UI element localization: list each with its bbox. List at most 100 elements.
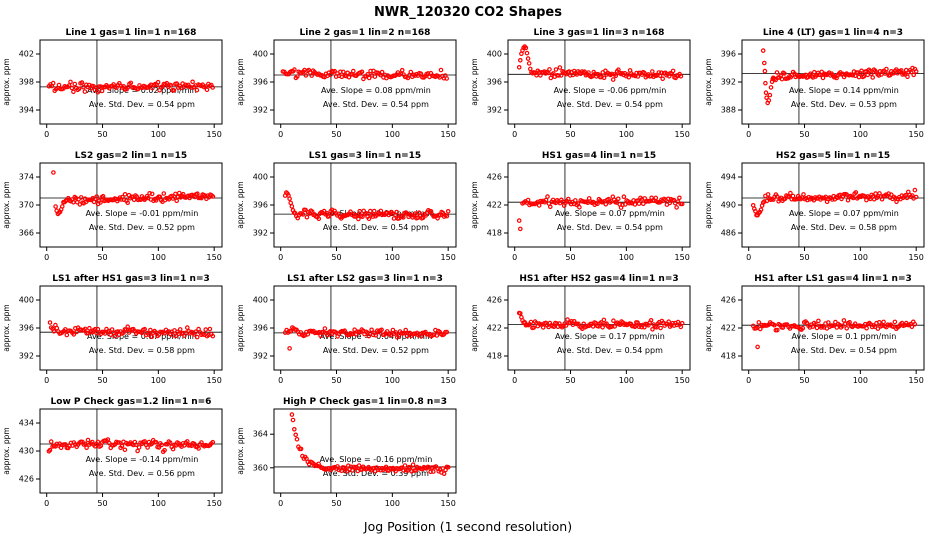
data-point [171,88,177,93]
data-point [359,69,365,75]
co2-panel-4: 388 392 396 0 50 100 150 Line 4 (LT) gas=1 lin=… [704,28,925,139]
data-point [660,76,666,82]
data-point [125,200,131,206]
data-point [440,210,446,216]
data-point [545,194,550,199]
data-point [194,87,200,93]
data-point [553,67,559,72]
y-tick-label: 490 [721,201,736,210]
scatter-series [46,437,216,455]
data-point [394,209,400,215]
data-point [427,465,432,470]
data-point [516,64,522,70]
y-tick-label: 422 [487,201,502,210]
data-point [128,80,134,86]
slope-annotation: Ave. Slope = -0.14 ppm/min [86,455,199,464]
data-point [373,333,379,338]
stddev-annotation: Ave. Std. Dev. = 0.58 ppm [791,223,897,232]
data-point [767,92,773,98]
data-point [84,445,89,451]
stddev-annotation: Ave. Std. Dev. = 0.54 ppm [557,223,663,232]
y-tick-label: 494 [721,173,736,182]
panel-y-axis-label: approx. ppm [470,304,479,351]
data-point [53,204,58,209]
data-point [415,215,421,221]
x-tick-label: 150 [441,376,456,385]
y-tick-label: 430 [19,447,34,456]
x-tick-label: 150 [207,499,222,508]
co2-panel-7: 418 422 426 0 50 100 150 HS1 gas=4 lin=1 n=15 ap… [470,151,691,262]
panel-y-axis-label: approx. ppm [2,181,11,228]
x-tick-label: 150 [909,376,924,385]
data-point [761,199,767,204]
data-point [412,211,418,216]
data-point [826,320,831,325]
plot-box [273,285,457,371]
co2-panel-1: 394 398 402 0 50 100 150 Line 1 gas=1 lin=1 n=1… [2,28,223,139]
data-point [174,198,180,204]
data-point [203,327,209,332]
data-point [155,79,161,85]
data-point [760,48,766,53]
data-point [92,326,98,332]
y-tick-label: 396 [721,50,736,59]
data-point [56,82,62,88]
data-point [327,213,332,219]
data-point [69,85,75,91]
data-point [575,201,581,206]
data-point [174,81,180,86]
data-point [51,328,57,334]
slope-annotation: Ave. Slope = 0.07 ppm/min [555,209,665,218]
x-tick-label: 50 [331,499,341,508]
data-point [98,200,103,205]
data-point [122,191,128,197]
x-tick-label: 0 [278,130,283,139]
x-tick-label: 150 [441,499,456,508]
x-tick-label: 100 [619,253,634,262]
data-point [322,326,328,331]
data-point [603,68,608,74]
y-tick-label: 400 [253,173,268,182]
data-point [779,76,785,82]
x-tick-label: 150 [909,130,924,139]
data-point [540,325,546,330]
data-point [786,194,792,200]
data-point [820,75,826,81]
x-tick-label: 0 [746,253,751,262]
data-point [194,334,200,340]
data-point [527,66,533,72]
y-tick-label: 370 [19,201,34,210]
panel-title: HS1 after LS1 gas=4 lin=1 n=3 [754,274,912,284]
data-point [884,66,889,72]
data-point [418,71,424,77]
data-point [764,198,770,204]
data-point [523,45,529,51]
data-point [167,440,173,446]
data-point [877,319,882,325]
co2-panel-9: 392 396 400 0 50 100 150 LS1 after HS1 gas=3 li… [2,274,223,385]
data-point [122,447,128,453]
y-tick-label: 422 [487,324,502,333]
data-point [298,446,304,452]
scatter-series [516,44,684,82]
data-point [369,327,374,333]
data-point [444,213,450,219]
data-point [813,322,818,327]
data-point [399,67,405,73]
x-tick-label: 0 [746,376,751,385]
data-point [289,412,295,417]
data-point [516,218,522,223]
data-point [47,447,53,453]
data-point [303,207,308,213]
x-tick-label: 0 [278,499,283,508]
stddev-annotation: Ave. Std. Dev. = 0.54 ppm [557,346,663,355]
data-point [401,215,406,220]
data-point [196,446,201,451]
data-point [577,204,582,210]
data-point [74,329,80,335]
data-point [366,75,372,81]
data-point [641,201,646,207]
data-point [675,199,681,204]
x-tick-label: 150 [675,376,690,385]
